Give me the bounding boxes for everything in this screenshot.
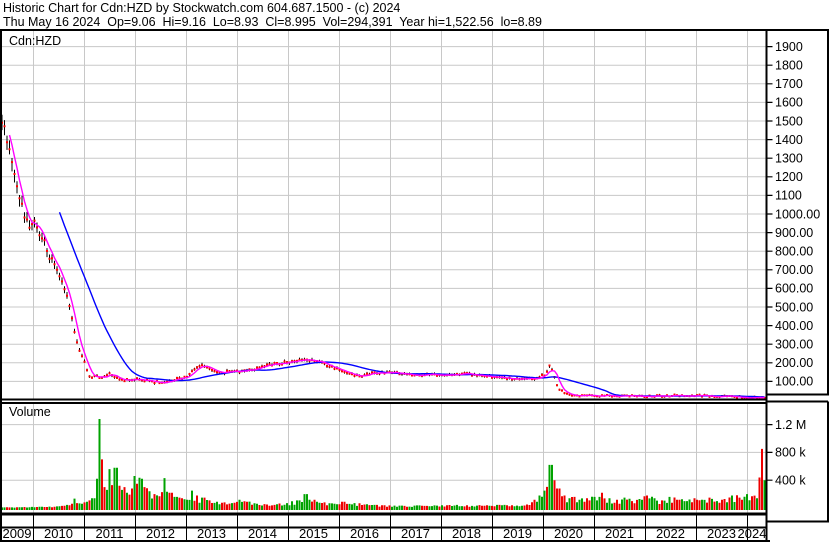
year-axis-label: 2021 [605, 526, 634, 541]
price-axis-tick-label: 1500 [775, 114, 803, 128]
price-close-dots [1, 121, 766, 400]
chart-title-line: Historic Chart for Cdn:HZD by Stockwatch… [3, 1, 401, 15]
year-axis-label: 2024 [738, 526, 767, 541]
pane-borders [0, 29, 829, 542]
price-axis-tick-label: 600.00 [775, 282, 813, 296]
price-axis-tick-label: 400.00 [775, 319, 813, 333]
price-axis-tick-label: 900.00 [775, 226, 813, 240]
year-axis-label: 2022 [656, 526, 685, 541]
price-axis-tick-label: 1700 [775, 77, 803, 91]
price-axis-tick-label: 800.00 [775, 245, 813, 259]
year-axis-label: 2009 [3, 526, 32, 541]
year-axis-label: 2014 [248, 526, 277, 541]
volume-bars-down [6, 448, 763, 510]
year-axis-label: 2012 [146, 526, 175, 541]
year-axis-label: 2019 [503, 526, 532, 541]
price-axis-tick-label: 1600 [775, 96, 803, 110]
price-axis-tick-label: 1200 [775, 170, 803, 184]
year-axis-label: 2017 [401, 526, 430, 541]
symbol-label: Cdn:HZD [9, 34, 62, 48]
price-axis-tick-label: 100.00 [775, 375, 813, 389]
year-axis-label: 2023 [707, 526, 736, 541]
price-axis-tick-label: 1100 [775, 189, 802, 203]
year-axis-label: 2011 [96, 526, 124, 541]
volume-pane-label: Volume [9, 405, 51, 419]
volume-bars-up [1, 419, 766, 510]
volume-axis-tick-label: 400 k [775, 474, 806, 488]
volume-axis-tick-label: 1.2 M [775, 418, 806, 432]
moving-average-slow-line [58, 212, 765, 398]
moving-average-fast-line [8, 134, 765, 399]
year-axis-label: 2013 [197, 526, 226, 541]
price-axis-tick-label: 300.00 [775, 338, 813, 352]
grid-lines [2, 31, 766, 513]
price-axis-tick-label: 200.00 [775, 356, 813, 370]
price-axis-tick-label: 500.00 [775, 300, 813, 314]
year-axis-label: 2016 [350, 526, 379, 541]
price-axis-tick-label: 1900 [775, 40, 803, 54]
price-axis-tick-label: 700.00 [775, 263, 813, 277]
price-axis-tick-label: 1000.00 [775, 207, 820, 221]
price-axis-tick-label: 1400 [775, 133, 803, 147]
year-axis-label: 2018 [452, 526, 481, 541]
price-axis-tick-label: 1300 [775, 152, 803, 166]
year-boundary-ticks [33, 515, 748, 540]
volume-axis-tick-label: 800 k [775, 446, 806, 460]
price-range-bars [1, 114, 765, 399]
year-axis-label: 2010 [44, 526, 73, 541]
year-axis-label: 2015 [299, 526, 328, 541]
year-axis-label: 2020 [554, 526, 583, 541]
price-axis-tick-label: 1800 [775, 59, 803, 73]
quote-summary-line: Thu May 16 2024 Op=9.06 Hi=9.16 Lo=8.93 … [3, 15, 542, 29]
axis-tick-marks [767, 46, 773, 481]
